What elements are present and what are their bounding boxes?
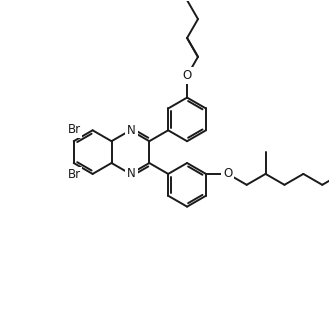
Text: O: O: [182, 69, 192, 82]
Text: N: N: [127, 124, 136, 137]
Text: O: O: [223, 167, 232, 181]
Text: N: N: [127, 167, 136, 181]
Text: Br: Br: [68, 123, 81, 136]
Text: Br: Br: [68, 168, 81, 182]
